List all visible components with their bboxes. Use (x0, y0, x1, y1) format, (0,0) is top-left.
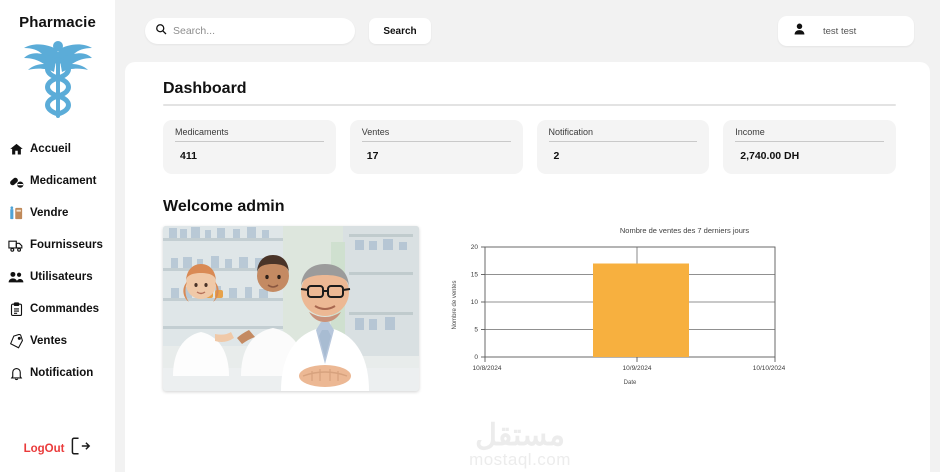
sidebar-item-vendre[interactable]: Vendre (8, 197, 115, 229)
sidebar-item-label: Ventes (30, 335, 68, 347)
chart-ylabel: Nombre de ventes (452, 280, 458, 329)
sidebar-item-medicament[interactable]: Medicament (8, 165, 115, 197)
user-menu[interactable]: test test (778, 16, 914, 46)
chart-xtick: 10/9/2024 (623, 365, 652, 372)
user-name: test test (823, 25, 857, 37)
chart-xlabel: Date (624, 380, 637, 386)
sidebar-item-accueil[interactable]: Accueil (8, 133, 115, 165)
user-icon (794, 22, 805, 40)
stat-card-medicaments[interactable]: Medicaments 411 (163, 120, 336, 174)
sidebar-nav: Accueil Medicament (0, 133, 115, 389)
stat-label: Medicaments (175, 127, 324, 142)
stat-card-ventes[interactable]: Ventes 17 (349, 120, 523, 174)
chart-ytick: 10 (471, 299, 479, 306)
stat-value: 2 (553, 150, 560, 162)
search-placeholder: Search... (173, 25, 216, 37)
page-title: Dashboard (163, 80, 247, 97)
sell-icon (8, 205, 24, 221)
home-icon (8, 141, 24, 157)
chart-ytick: 0 (474, 354, 478, 361)
users-icon (8, 269, 24, 285)
stat-card-income[interactable]: Income 2,740.00 DH (723, 120, 896, 174)
sidebar-item-ventes[interactable]: Ventes (8, 325, 115, 357)
chart-ytick: 20 (471, 244, 479, 251)
title-divider (163, 104, 896, 106)
watermark: مستقل mostaql.com (425, 421, 615, 470)
sidebar-item-commandes[interactable]: Commandes (8, 293, 115, 325)
stat-value: 2,740.00 DH (740, 150, 800, 162)
stat-label: Income (735, 127, 884, 142)
sidebar-item-label: Medicament (30, 175, 97, 187)
watermark-latin: mostaql.com (469, 450, 571, 470)
chart-ytick: 5 (474, 327, 478, 334)
bell-icon (8, 365, 24, 381)
chart-xtick: 10/8/2024 (473, 365, 502, 372)
pill-icon (8, 173, 24, 189)
topbar: Search... Search test test (125, 0, 930, 62)
sidebar-item-label: Notification (30, 367, 94, 379)
pharmacy-photo-graphic (163, 226, 419, 391)
sidebar-item-label: Vendre (30, 207, 69, 219)
stat-value: 17 (366, 150, 379, 162)
logout-button[interactable]: LogOut (0, 437, 115, 460)
search-input[interactable]: Search... (145, 18, 355, 44)
search-icon (155, 22, 167, 40)
sidebar-item-label: Utilisateurs (30, 271, 93, 283)
logout-label: LogOut (23, 442, 65, 455)
content-row: Nombre de ventes des 7 derniers jours No… (151, 226, 908, 406)
tags-icon (8, 333, 24, 349)
chart-xtick: 10/10/2024 (753, 365, 785, 372)
sidebar-item-label: Fournisseurs (30, 239, 103, 251)
stat-value: 411 (180, 150, 197, 162)
clipboard-icon (8, 301, 24, 317)
sidebar-item-utilisateurs[interactable]: Utilisateurs (8, 261, 115, 293)
chart-title: Nombre de ventes des 7 derniers jours (619, 226, 750, 235)
pharmacy-photo (163, 226, 419, 391)
logout-icon (71, 437, 91, 460)
caduceus-icon (23, 41, 92, 118)
sidebar-item-fournisseurs[interactable]: Fournisseurs (8, 229, 115, 261)
sidebar: Pharmacie (0, 0, 115, 472)
watermark-arabic: مستقل (475, 419, 565, 453)
stat-label: Notification (548, 127, 698, 142)
search-button[interactable]: Search (369, 18, 431, 44)
sidebar-item-notification[interactable]: Notification (8, 357, 115, 389)
stats-row: Medicaments 411 Ventes 17 Notification 2… (151, 120, 908, 174)
brand-logo (0, 33, 115, 125)
chart-ytick: 15 (471, 272, 479, 279)
chart-bar-10-9-2024 (593, 263, 689, 357)
chart-canvas: Nombre de ventes (452, 244, 785, 386)
content-panel: Dashboard Medicaments 411 Ventes 17 Noti… (125, 62, 930, 472)
sidebar-item-label: Commandes (30, 303, 100, 315)
brand-title: Pharmacie (19, 14, 96, 31)
sales-chart: Nombre de ventes des 7 derniers jours No… (437, 226, 896, 406)
truck-icon (8, 237, 24, 253)
sidebar-item-label: Accueil (30, 143, 71, 155)
stat-card-notification[interactable]: Notification 2 (536, 120, 710, 174)
welcome-heading: Welcome admin (163, 198, 285, 215)
stat-label: Ventes (361, 127, 511, 142)
main-area: Search... Search test test Dashboard (115, 0, 940, 472)
